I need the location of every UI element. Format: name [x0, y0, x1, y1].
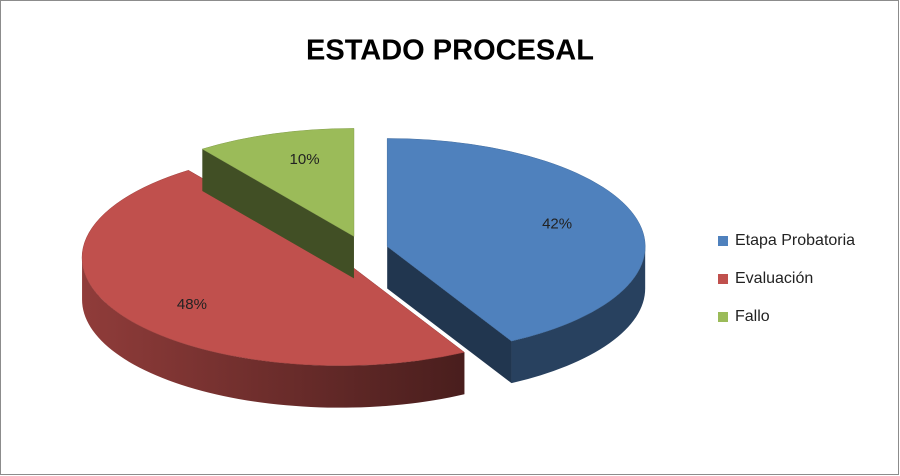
legend-label: Etapa Probatoria — [735, 232, 855, 249]
chart-title: ESTADO PROCESAL — [306, 35, 594, 67]
slice — [386, 138, 646, 342]
legend-label: Fallo — [735, 308, 770, 325]
slice — [201, 128, 355, 237]
data-label: 10% — [290, 151, 320, 168]
legend-swatch — [718, 312, 728, 322]
slice — [81, 170, 465, 366]
legend-swatch — [718, 236, 728, 246]
data-label: 42% — [542, 215, 572, 232]
slice-edge — [202, 149, 354, 279]
legend-label: Evaluación — [735, 270, 813, 287]
slice-wall — [511, 246, 646, 384]
legend-swatch — [718, 274, 728, 284]
slice-edge — [387, 246, 512, 384]
slice-wall — [82, 257, 465, 408]
data-label: 48% — [177, 296, 207, 313]
